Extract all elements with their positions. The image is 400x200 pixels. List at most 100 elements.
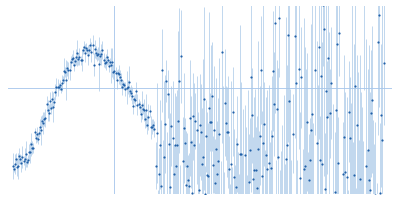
Point [54,86,61,89]
Point [146,109,153,113]
Point [120,82,126,86]
Point [106,64,112,67]
Point [296,68,302,71]
Point [110,70,116,73]
Point [289,132,296,135]
Point [161,155,167,159]
Point [99,48,106,52]
Point [27,151,33,154]
Point [207,120,213,123]
Point [73,55,79,59]
Point [226,167,232,170]
Point [185,179,191,182]
Point [102,61,109,64]
Point [198,162,205,166]
Point [163,79,170,83]
Point [324,116,330,119]
Point [369,98,375,101]
Point [114,78,120,81]
Point [192,119,199,123]
Point [190,115,196,118]
Point [112,71,119,75]
Point [260,141,266,145]
Point [302,164,308,168]
Point [154,131,160,135]
Point [334,42,340,46]
Point [111,70,118,73]
Point [379,138,386,142]
Point [332,190,338,193]
Point [202,192,208,196]
Point [201,97,207,100]
Point [166,142,173,145]
Point [15,164,21,167]
Point [56,85,62,88]
Point [84,49,90,52]
Point [80,48,86,51]
Point [169,137,176,140]
Point [291,34,298,37]
Point [263,153,270,156]
Point [90,63,97,66]
Point [124,85,131,88]
Point [32,136,39,140]
Point [68,61,74,64]
Point [208,121,214,124]
Point [89,43,96,46]
Point [191,144,198,147]
Point [320,3,326,6]
Point [40,121,46,125]
Point [176,79,182,82]
Point [165,92,172,96]
Point [82,51,88,55]
Point [216,133,223,136]
Point [17,157,24,160]
Point [180,160,186,163]
Point [36,131,42,134]
Point [215,160,222,163]
Point [83,46,89,49]
Point [96,62,102,66]
Point [144,123,150,127]
Point [122,88,129,91]
Point [203,134,209,138]
Point [13,158,19,161]
Point [121,84,128,87]
Point [264,167,271,170]
Point [284,143,290,147]
Point [77,59,84,62]
Point [354,123,360,127]
Point [352,84,358,87]
Point [37,125,43,129]
Point [29,146,36,149]
Point [204,173,210,176]
Point [30,146,37,150]
Point [133,89,140,92]
Point [276,16,282,19]
Point [377,191,383,194]
Point [336,31,343,34]
Point [240,196,247,199]
Point [206,106,212,109]
Point [26,151,32,154]
Point [72,60,78,63]
Point [342,171,348,174]
Point [131,97,138,101]
Point [117,76,123,79]
Point [368,112,374,115]
Point [200,156,206,159]
Point [213,147,220,150]
Point [132,99,138,102]
Point [285,34,292,37]
Point [188,140,194,143]
Point [205,174,211,177]
Point [35,137,41,141]
Point [322,188,328,191]
Point [59,81,65,85]
Point [249,114,255,117]
Point [307,159,314,162]
Point [42,116,49,120]
Point [210,163,216,166]
Point [301,167,307,171]
Point [10,167,17,170]
